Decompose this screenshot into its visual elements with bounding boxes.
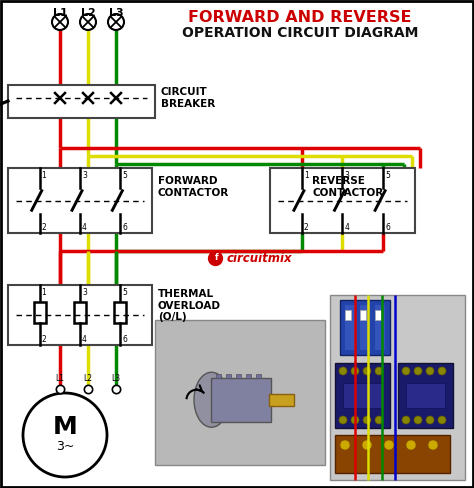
Bar [227,374,231,378]
Text: 1: 1 [42,288,46,297]
Text: L1: L1 [53,8,67,18]
Text: FORWARD
CONTACTOR: FORWARD CONTACTOR [158,176,229,198]
Bar [246,374,252,378]
Text: 4: 4 [345,223,349,232]
Circle shape [362,440,372,450]
Bar [237,374,241,378]
Bar [211,378,272,422]
Text: L3: L3 [111,374,120,383]
Text: 6: 6 [385,223,390,232]
Circle shape [108,14,124,30]
Text: circuitmix: circuitmix [227,251,292,264]
Circle shape [402,416,410,424]
Circle shape [340,440,350,450]
Bar [335,435,450,473]
Bar [270,168,415,233]
Text: REVERSE
CONTACTOR: REVERSE CONTACTOR [312,176,384,198]
Text: THERMAL
OVERLOAD
(O/L): THERMAL OVERLOAD (O/L) [158,289,221,322]
Circle shape [23,393,107,477]
Text: L3: L3 [109,8,123,18]
Bar [345,305,355,350]
Bar [375,310,381,320]
Circle shape [339,367,347,375]
Bar [398,363,453,428]
Text: L2: L2 [83,374,92,383]
Circle shape [80,14,96,30]
Text: M: M [53,415,77,439]
Bar [8,285,152,345]
Text: L2: L2 [81,8,95,18]
Bar [360,305,370,350]
Circle shape [384,440,394,450]
Circle shape [414,416,422,424]
Circle shape [351,367,359,375]
Bar [34,302,46,323]
Bar [256,374,262,378]
Bar [335,363,390,428]
Bar [375,305,385,350]
Bar [345,310,351,320]
Text: 4: 4 [82,223,87,232]
Text: 3: 3 [82,171,87,180]
Circle shape [402,367,410,375]
Text: 5: 5 [385,171,390,180]
Bar [360,310,366,320]
Bar [8,85,155,118]
Text: 6: 6 [122,335,127,344]
Text: CIRCUIT
BREAKER: CIRCUIT BREAKER [161,87,215,109]
Bar [270,394,294,406]
Bar [330,295,465,480]
Bar [155,320,325,465]
Circle shape [375,416,383,424]
Text: 3~: 3~ [56,441,74,453]
Bar [8,168,152,233]
Ellipse shape [194,372,229,427]
Bar [217,374,221,378]
Circle shape [414,367,422,375]
Text: 2: 2 [42,335,46,344]
Text: 6: 6 [122,223,127,232]
Text: 4: 4 [82,335,87,344]
Circle shape [339,416,347,424]
Circle shape [363,416,371,424]
Text: 2: 2 [42,223,46,232]
Text: 1: 1 [304,171,309,180]
Circle shape [406,440,416,450]
Bar [343,383,382,408]
Circle shape [426,367,434,375]
Text: 5: 5 [122,288,127,297]
Text: 3: 3 [82,288,87,297]
Text: FORWARD AND REVERSE: FORWARD AND REVERSE [188,10,412,25]
Text: 3: 3 [345,171,349,180]
Text: 5: 5 [122,171,127,180]
Circle shape [363,367,371,375]
Bar [74,302,86,323]
Text: L1: L1 [55,374,64,383]
Text: 1: 1 [42,171,46,180]
Bar [406,383,445,408]
Circle shape [438,416,446,424]
Text: f: f [215,252,219,262]
Circle shape [428,440,438,450]
Text: OPERATION CIRCUIT DIAGRAM: OPERATION CIRCUIT DIAGRAM [182,26,418,40]
Circle shape [351,416,359,424]
Circle shape [426,416,434,424]
Text: 2: 2 [304,223,309,232]
Circle shape [438,367,446,375]
Circle shape [52,14,68,30]
Bar [340,300,390,355]
Bar [114,302,126,323]
Circle shape [375,367,383,375]
